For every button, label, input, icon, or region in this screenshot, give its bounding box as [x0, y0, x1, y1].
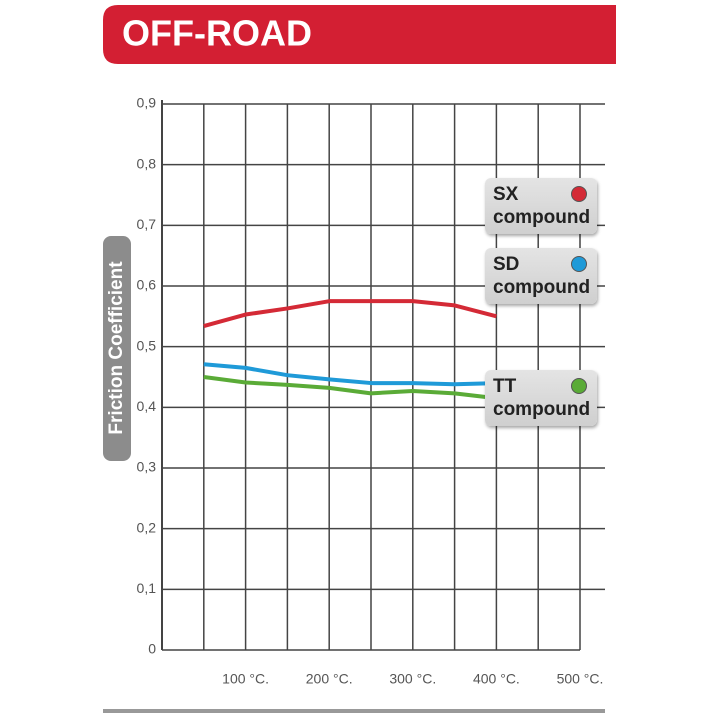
x-tick-label: 300 °C.	[389, 671, 436, 687]
y-tick-label: 0	[148, 641, 156, 657]
legend-label: SD compound	[493, 254, 591, 298]
x-tick-label: 500 °C.	[557, 671, 604, 687]
y-tick-label: 0,9	[137, 95, 157, 111]
legend-item: SX compound	[485, 178, 597, 234]
series-line	[203, 362, 497, 387]
y-tick-label: 0,2	[137, 519, 157, 535]
y-tick-label: 0,5	[137, 337, 157, 353]
legend-label: TT compound	[493, 376, 591, 420]
legend-marker	[571, 378, 587, 394]
chart-title: OFF-ROAD	[122, 13, 312, 54]
y-tick-label: 0,8	[137, 155, 157, 171]
x-tick-label: 400 °C.	[473, 671, 520, 687]
y-tick-label: 0,1	[137, 580, 157, 596]
legend-item: TT compound	[485, 370, 597, 426]
y-tick-label: 0,3	[137, 459, 157, 475]
legend-item: SD compound	[485, 248, 597, 304]
y-label-box	[103, 236, 131, 461]
x-tick-label: 200 °C.	[306, 671, 353, 687]
legend-marker	[571, 186, 587, 202]
series-line	[203, 375, 497, 401]
y-axis-label: Friction Coefficient	[106, 261, 127, 435]
title-banner	[103, 5, 616, 64]
y-tick-label: 0,4	[137, 398, 157, 414]
y-tick-label: 0,6	[137, 277, 157, 293]
x-tick-label: 100 °C.	[222, 671, 269, 687]
series-line	[203, 299, 497, 328]
legend-marker	[571, 256, 587, 272]
legend-label: SX compound	[493, 184, 591, 228]
y-tick-label: 0,7	[137, 216, 157, 232]
